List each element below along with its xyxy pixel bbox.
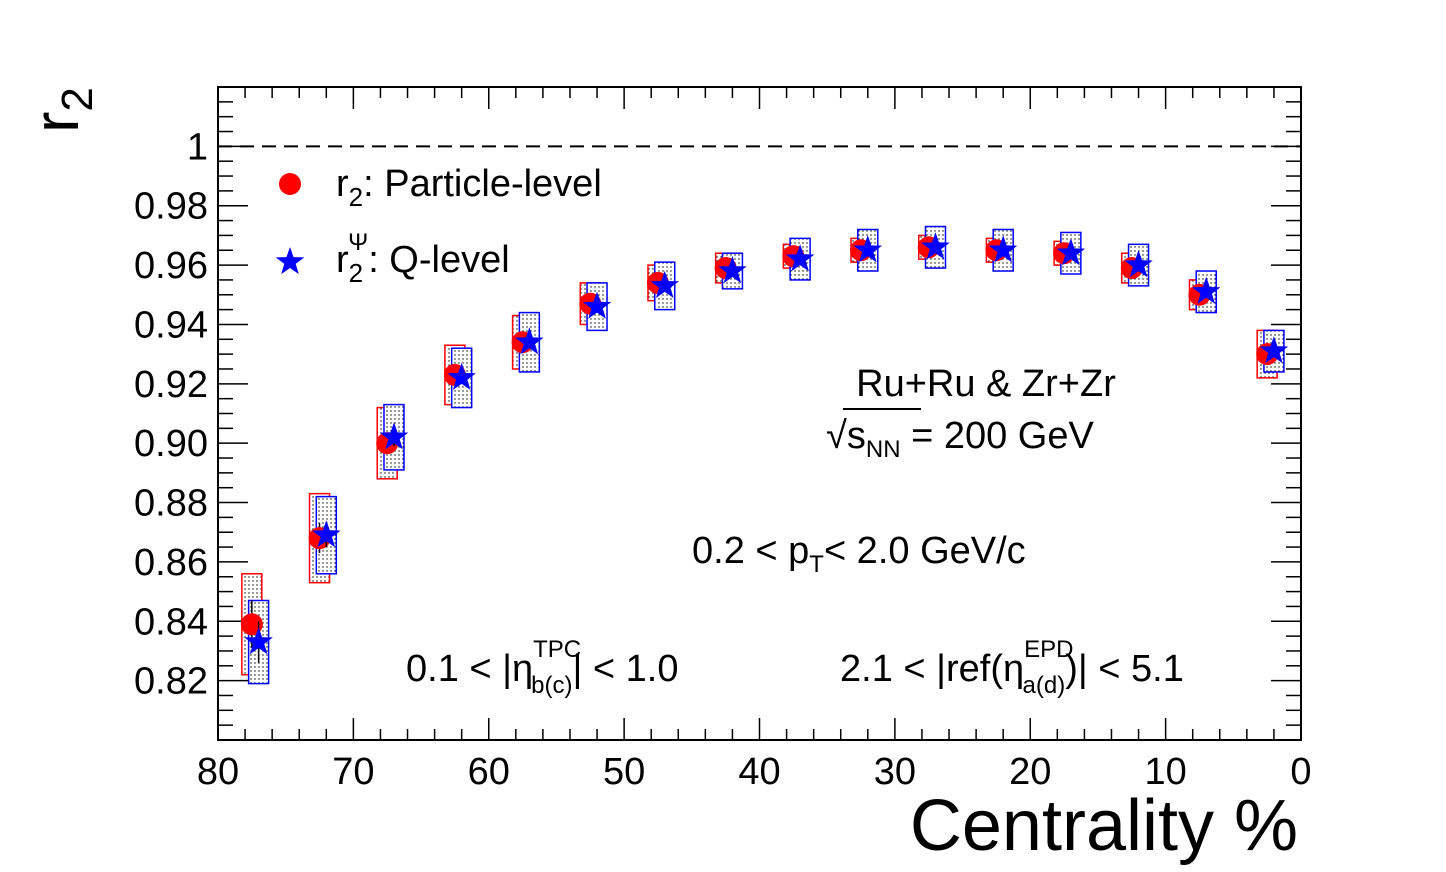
y-axis-title-sub: 2 bbox=[53, 87, 102, 111]
legend-star-marker bbox=[275, 247, 305, 275]
y-tick-label: 1 bbox=[187, 126, 208, 168]
x-tick-label: 0 bbox=[1290, 751, 1311, 793]
legend-circle-marker bbox=[279, 173, 301, 195]
particle-level-point bbox=[240, 613, 263, 636]
y-tick-label: 0.84 bbox=[134, 601, 208, 643]
q-level-point bbox=[785, 244, 815, 272]
legend-entry-particle-level: r2: Particle-level bbox=[336, 163, 602, 212]
x-axis-title: Centrality % bbox=[910, 786, 1298, 866]
y-tick-label: 0.94 bbox=[134, 304, 208, 346]
q-level-point bbox=[1124, 250, 1153, 278]
pt-range-label: 0.2 < pT< 2.0 GeV/c bbox=[692, 530, 1026, 578]
x-tick-labels: 80 70 60 50 40 30 20 10 0 bbox=[197, 751, 1312, 793]
q-level-point bbox=[379, 422, 409, 450]
q-level-point bbox=[312, 520, 341, 548]
collision-system-label: Ru+Ru & Zr+Zr bbox=[856, 363, 1116, 405]
legend-entry-q-level: r2Ψ: Q-level bbox=[336, 229, 510, 288]
q-level-point bbox=[921, 232, 950, 260]
x-tick-label: 10 bbox=[1144, 751, 1186, 793]
x-tick-label: 70 bbox=[332, 751, 374, 793]
y-tick-label: 0.96 bbox=[134, 245, 208, 287]
x-tick-label: 30 bbox=[874, 751, 916, 793]
q-level-point bbox=[582, 291, 612, 319]
legend: r2: Particle-level r2Ψ: Q-level bbox=[275, 163, 602, 288]
y-tick-label: 0.88 bbox=[134, 483, 208, 525]
y-tick-labels: 0.82 0.84 0.86 0.88 0.90 0.92 0.94 0.96 0.98 1 bbox=[134, 126, 208, 702]
y-tick-label: 0.98 bbox=[134, 186, 208, 228]
eta-tpc-label: 0.1 < |ηTPC b(c)| < 1.0 bbox=[406, 636, 679, 699]
x-tick-label: 50 bbox=[603, 751, 645, 793]
q-level-point bbox=[515, 327, 544, 355]
y-tick-label: 0.90 bbox=[134, 423, 208, 465]
x-tick-label: 20 bbox=[1009, 751, 1051, 793]
eta-epd-label: 2.1 < |ref(ηEPD a(d))| < 5.1 bbox=[840, 636, 1184, 699]
q-level-point bbox=[988, 235, 1018, 263]
q-level-point bbox=[1192, 276, 1221, 304]
axis-ticks bbox=[217, 86, 1302, 741]
data-marks bbox=[240, 225, 1289, 685]
x-tick-label: 40 bbox=[738, 751, 780, 793]
x-tick-label: 60 bbox=[468, 751, 510, 793]
x-tick-label: 80 bbox=[197, 751, 239, 793]
svg-text:√sNN = 200 GeV: √sNN = 200 GeV bbox=[826, 415, 1094, 463]
y-tick-label: 0.92 bbox=[134, 364, 208, 406]
q-level-point bbox=[447, 362, 476, 390]
q-level-point bbox=[244, 627, 273, 655]
q-level-point bbox=[718, 256, 747, 284]
q-level-point bbox=[1259, 336, 1289, 364]
energy-label: √sNN = 200 GeV bbox=[826, 408, 1094, 463]
q-level-point bbox=[853, 235, 883, 263]
q-level-point bbox=[1056, 238, 1086, 266]
y-tick-label: 0.86 bbox=[134, 542, 208, 584]
q-level-point bbox=[650, 270, 679, 298]
y-axis-title: r2 bbox=[20, 87, 102, 133]
y-tick-label: 0.82 bbox=[134, 661, 208, 703]
